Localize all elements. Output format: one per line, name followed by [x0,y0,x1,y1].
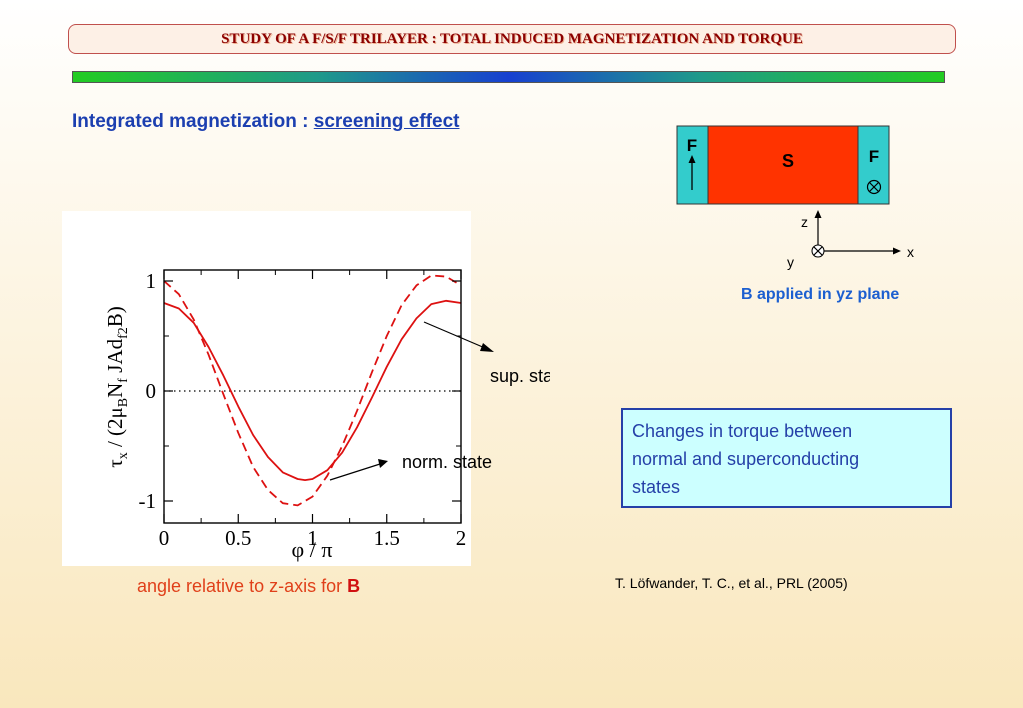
y-tick-label: 1 [146,269,157,293]
sup-state-label: sup. state [490,366,550,386]
torque-callout-box: Changes in torque between normal and sup… [621,408,952,508]
plot-caption: angle relative to z-axis for B [137,576,360,597]
y-tick-label: 0 [146,379,157,403]
heading-prefix: Integrated magnetization : [72,111,314,132]
norm-state-arrow-icon [329,459,388,481]
reference-citation: T. Löfwander, T. C., et al., PRL (2005) [615,575,848,591]
z-axis-label: z [801,214,808,230]
coordinate-axes-icon [811,210,901,258]
section-heading: Integrated magnetization : screening eff… [72,111,459,133]
left-layer-label: F [687,136,697,155]
series-norm-state-line [163,274,462,507]
b-applied-label: B applied in yz plane [741,286,900,303]
trilayer-diagram: F S F z x y [676,125,914,270]
caption-field-b: B [347,576,361,596]
norm-state-label: norm. state [402,452,492,472]
magnetization-up-arrow-icon [688,155,696,190]
sup-state-arrow-icon [423,321,494,352]
series-layer [163,274,462,507]
x-tick-label: 1.5 [374,526,400,550]
heading-link[interactable]: screening effect [313,111,460,132]
x-tick-label: 1 [307,526,318,550]
superconductor-layer [707,125,859,205]
torque-chart: 0 0.5 1 1.5 210-1 φ / π τx / (2μBNf JAdf2B) [103,269,467,562]
right-ferromagnet-layer [857,125,890,205]
y-axis-label: y [787,254,794,270]
svg-text:τx / (2μBNf JAdf2B): τx / (2μBNf JAdf2B) [103,306,131,468]
title-gradient-bar [72,71,945,83]
magnetization-into-page-icon [866,179,882,195]
annotation-layer: sup. state norm. state [329,321,550,481]
plot-panel: 0 0.5 1 1.5 2 1 0 -1 φ / π τx / (2μBNf JAdf2B) [62,211,471,566]
right-layer-label: F [869,147,879,166]
middle-layer-label: S [782,151,794,171]
x-tick-label: 2 [456,526,467,550]
y-axis-title: τx / (2μBNf JAdf2B) [103,306,131,468]
x-axis-title: φ / π [292,537,333,562]
series-sup-state-line [163,299,462,481]
torque-line-2: normal and superconducting [632,449,860,469]
torque-line-1: Changes in torque between [632,421,853,441]
x-tick-label: 0.5 [225,526,251,550]
x-tick-label: 0 [159,526,170,550]
x-axis-label: x [907,244,914,260]
caption-text: angle relative to z-axis for [137,576,348,596]
slide-title: STUDY OF A F/S/F TRILAYER : TOTAL INDUCE… [221,30,803,47]
torque-line-3: states [632,477,681,497]
title-box: STUDY OF A F/S/F TRILAYER : TOTAL INDUCE… [68,24,956,54]
y-tick-label: -1 [139,489,157,513]
tick-layer: 0 0.5 1 1.5 210-1 [139,269,467,550]
